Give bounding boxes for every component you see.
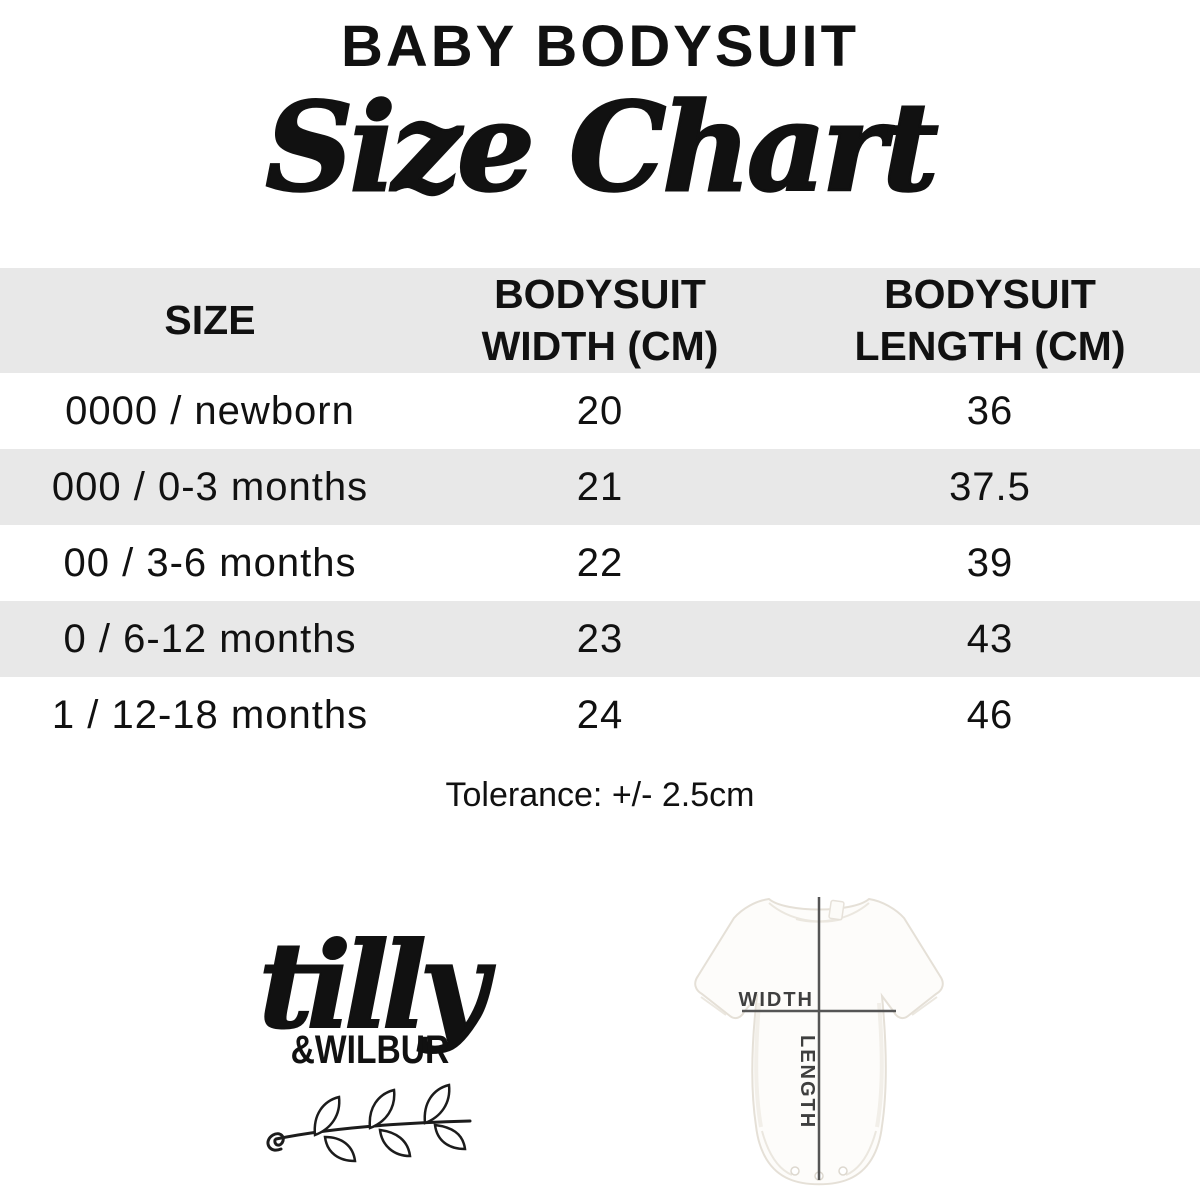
table-row: 00 / 3-6 months 22 39	[0, 525, 1200, 601]
table-row: 000 / 0-3 months 21 37.5	[0, 449, 1200, 525]
brand-name-script: tilly	[258, 916, 490, 1055]
snap-icon	[790, 1166, 800, 1176]
page-title: BABY BODYSUIT	[340, 14, 860, 79]
brand-logo: tilly &WILBUR	[240, 916, 500, 1163]
neckline-seam-right	[795, 902, 870, 923]
sleeve-hem-left	[700, 996, 727, 1016]
leaf-down-3	[433, 1123, 467, 1151]
length-cell: 43	[966, 616, 1014, 661]
branch-stem	[274, 1119, 472, 1141]
width-cell: 20	[576, 388, 624, 433]
size-cell: 0000 / newborn	[65, 388, 355, 433]
neck-tag	[828, 899, 845, 921]
table-row: 0 / 6-12 months 23 43	[0, 601, 1200, 677]
width-label: WIDTH	[738, 989, 814, 1011]
length-cell: 37.5	[949, 464, 1031, 509]
sleeve-hem-right	[911, 996, 938, 1016]
snap-icon	[838, 1166, 848, 1176]
brand-name-caps: &WILBUR	[290, 1028, 450, 1073]
page-subtitle: Size Chart	[264, 75, 940, 219]
branch-curl	[266, 1132, 285, 1152]
width-cell: 23	[576, 616, 624, 661]
length-label: LENGTH	[796, 1035, 818, 1129]
size-table: SIZE BODYSUIT WIDTH (CM) BODYSUIT LENGTH…	[0, 268, 1200, 753]
length-cell: 46	[966, 692, 1014, 737]
table-header-row: SIZE BODYSUIT WIDTH (CM) BODYSUIT LENGTH…	[0, 268, 1200, 373]
length-cell: 39	[966, 540, 1014, 585]
leaf-up-1	[313, 1095, 341, 1137]
width-cell: 22	[576, 540, 624, 585]
width-cell: 21	[576, 464, 624, 509]
side-shade-right	[875, 1002, 884, 1128]
size-cell: 0 / 6-12 months	[63, 616, 357, 661]
column-header-width: BODYSUIT WIDTH (CM)	[481, 271, 719, 369]
laurel-branch-icon	[266, 1083, 472, 1163]
leaf-down-1	[323, 1135, 357, 1163]
side-shade-left	[754, 1002, 763, 1128]
column-header-size: SIZE	[164, 296, 256, 343]
bodysuit-diagram: WIDTH LENGTH	[694, 897, 944, 1186]
size-cell: 00 / 3-6 months	[63, 540, 357, 585]
table-row: 0000 / newborn 20 36	[0, 373, 1200, 449]
width-cell: 24	[576, 692, 624, 737]
leaf-up-3	[423, 1083, 451, 1125]
leaf-up-2	[368, 1088, 396, 1130]
length-cell: 36	[966, 388, 1014, 433]
size-cell: 000 / 0-3 months	[51, 464, 369, 509]
leaf-down-2	[378, 1128, 412, 1158]
tolerance-note: Tolerance: +/- 2.5cm	[445, 776, 755, 814]
column-header-length: BODYSUIT LENGTH (CM)	[854, 271, 1126, 369]
leg-seam-left	[761, 1130, 793, 1176]
page-header: BABY BODYSUIT Size Chart	[0, 14, 1200, 219]
size-cell: 1 / 12-18 months	[51, 692, 369, 737]
table-row: 1 / 12-18 months 24 46	[0, 677, 1200, 753]
leg-seam-right	[845, 1130, 877, 1176]
